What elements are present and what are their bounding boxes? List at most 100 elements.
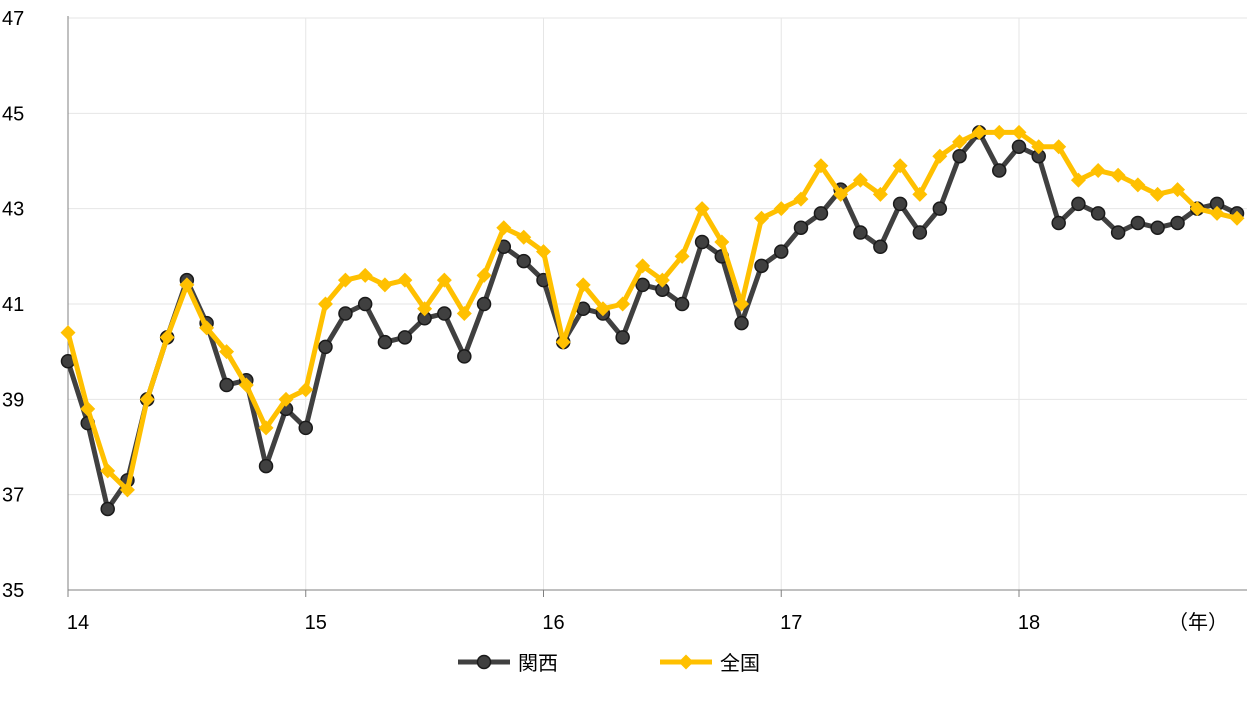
legend-label: 全国 [720,651,760,675]
data-point [179,277,195,293]
data-point [912,225,928,240]
data-point [417,301,433,317]
data-point [436,272,452,288]
series-zenkoku [60,124,1245,498]
data-point [60,325,76,341]
data-point [516,229,532,245]
data-point [159,329,175,345]
data-point [1051,215,1066,231]
data-point [1110,167,1126,183]
y-tick-label: 43 [2,199,24,221]
data-point [1051,139,1067,155]
data-point [258,458,274,474]
data-point [932,201,948,216]
x-tick-label: 18 [1018,612,1040,634]
data-point [1150,186,1166,202]
data-point [1209,205,1225,221]
data-point [238,377,254,393]
data-point [991,124,1007,140]
legend-marker [678,654,694,670]
data-point [1229,210,1245,226]
data-point [773,201,789,217]
data-point [377,334,393,350]
data-point [1110,225,1126,240]
data-point [971,124,987,140]
data-point [397,272,413,288]
data-point [318,339,333,355]
data-point [1011,124,1027,140]
data-point [674,248,690,264]
legend-label: 関西 [518,651,558,675]
y-tick-label: 37 [2,485,24,507]
axes [67,16,1247,597]
data-point [1150,220,1165,235]
data-point [80,401,96,417]
data-point [773,244,789,259]
data-point [1130,215,1146,231]
data-point [456,306,472,322]
data-point [100,463,116,479]
data-point [754,210,770,226]
data-point [754,258,769,274]
legend-item-zenkoku: 全国 [660,651,760,675]
data-point [615,296,631,312]
x-tick-label: 14 [67,612,89,634]
data-point [833,186,849,202]
data-point [397,330,413,345]
data-point [575,277,591,293]
gridlines [68,17,1247,590]
data-point [892,158,908,174]
data-point [1090,206,1106,221]
data-point [298,420,313,436]
data-point [1170,182,1186,198]
data-point [734,315,749,331]
data-point [892,196,908,212]
data-point [1011,139,1027,154]
x-tick-label: 17 [780,612,802,634]
data-point [476,296,492,312]
data-point [337,272,353,288]
data-point [813,206,829,221]
data-point [615,330,630,345]
data-point [357,296,373,312]
data-point [992,163,1007,178]
data-point [793,191,809,207]
data-point [476,267,492,283]
data-point [932,148,948,164]
y-tick-label: 35 [2,580,24,602]
data-point [1070,172,1086,188]
y-tick-label: 39 [2,389,24,411]
series-line [65,129,1238,493]
data-point [338,306,353,321]
data-point [635,258,651,274]
data-point [872,186,888,202]
data-point [496,220,512,236]
data-point [377,277,393,293]
data-point [219,377,234,393]
series-layer [60,124,1245,517]
data-point [952,134,968,150]
data-point [813,158,829,174]
legend-item-kansai: 関西 [458,651,558,675]
x-tick-label: 16 [542,612,564,634]
data-point [793,220,809,235]
data-point [714,234,730,250]
data-point [852,172,868,188]
data-point [873,239,888,255]
y-tick-label: 47 [2,8,24,30]
data-point [199,320,215,336]
data-point [1090,163,1106,179]
data-point [219,344,235,360]
data-point [278,391,294,407]
data-point [100,501,115,517]
data-point [139,391,155,407]
data-point [457,349,472,364]
x-tick-label: 15 [305,612,327,634]
data-point [535,244,551,260]
data-point [555,334,571,350]
data-point [694,201,710,217]
data-point [516,253,532,269]
legend-marker [476,654,492,670]
data-point [694,234,710,250]
